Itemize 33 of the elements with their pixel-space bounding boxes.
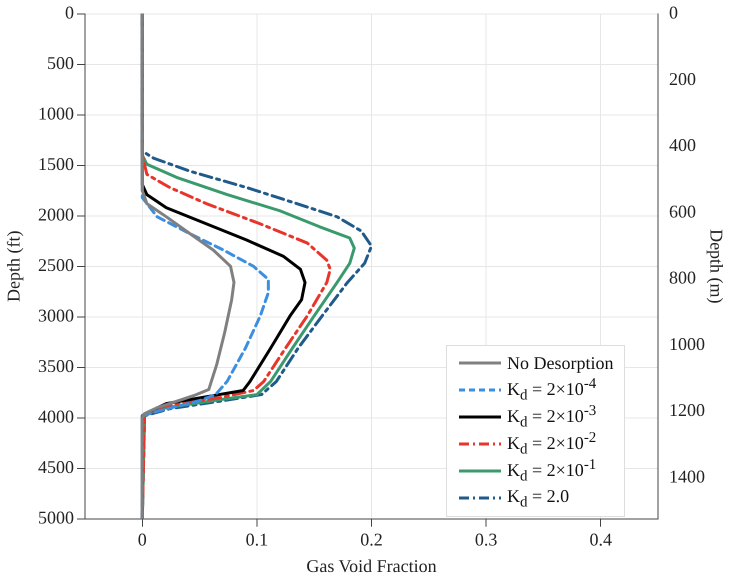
y-tick-label: 1000 <box>38 104 74 124</box>
y-tick-label: 0 <box>65 2 74 23</box>
y2-tick-label: 800 <box>669 268 696 288</box>
x-axis-title: Gas Void Fraction <box>306 556 437 576</box>
y2-tick-label: 1400 <box>669 466 705 486</box>
y-tick-label: 2000 <box>38 204 74 225</box>
y-tick-label: 4000 <box>38 406 74 427</box>
y2-tick-label: 1000 <box>669 334 705 354</box>
x-tick-label: 0.1 <box>246 529 268 550</box>
legend-label: K$_{d}$ = 2×10$^{-2}$ <box>507 430 596 459</box>
y-tick-label: 3500 <box>38 356 74 376</box>
y2-tick-label: 600 <box>669 201 696 222</box>
y-axis-title: Depth (ft) <box>4 230 24 302</box>
x-tick-label: 0.3 <box>474 529 498 550</box>
legend-label: No Desorption <box>507 352 614 374</box>
legend-label: K$_{d}$ = 2×10$^{-3}$ <box>507 403 596 432</box>
y2-axis-title: Depth (m) <box>706 229 726 304</box>
y-tick-label: 3000 <box>38 306 74 326</box>
y2-tick-label: 0 <box>669 2 678 23</box>
y-tick-label: 2500 <box>38 255 74 276</box>
y2-tick-label: 200 <box>669 68 696 89</box>
x-tick-label: 0.4 <box>589 529 612 550</box>
y-tick-label: 4500 <box>38 457 74 478</box>
legend-label: K$_{d}$ = 2×10$^{-4}$ <box>507 376 596 405</box>
y-tick-label: 1500 <box>38 154 74 174</box>
y-tick-label: 500 <box>47 53 74 74</box>
legend-label: K$_{d}$ = 2.0 <box>507 486 570 512</box>
y-tick-label: 5000 <box>38 508 74 528</box>
legend-label: K$_{d}$ = 2×10$^{-1}$ <box>507 457 596 486</box>
x-tick-label: 0 <box>138 529 147 550</box>
y2-tick-label: 400 <box>669 135 696 156</box>
x-tick-label: 0.2 <box>360 529 383 550</box>
y2-tick-label: 1200 <box>669 400 705 420</box>
